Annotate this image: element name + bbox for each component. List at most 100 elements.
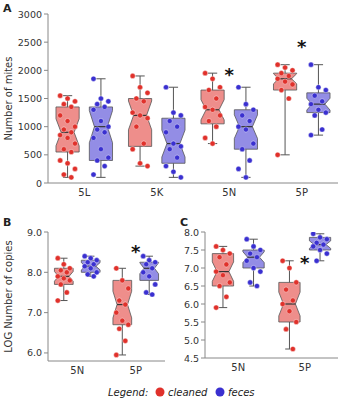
whisker-low: [285, 90, 286, 155]
cap-high: [316, 233, 325, 234]
x-tick-label: 5P: [296, 187, 308, 198]
data-point: [286, 96, 291, 101]
data-point: [251, 244, 256, 249]
data-point: [61, 102, 66, 107]
y-tick-label: 500: [24, 149, 42, 160]
data-point: [171, 169, 176, 174]
data-point: [320, 127, 325, 132]
data-point: [91, 274, 96, 279]
cap-high: [285, 260, 294, 261]
plot-area: [56, 62, 330, 180]
data-point: [58, 93, 63, 98]
panel: C4.55.05.56.06.57.07.58.05N5P*Legend:cle…: [108, 216, 338, 398]
y-tick: [44, 154, 48, 155]
significance-mark: *: [131, 241, 141, 262]
y-tick-label: 6.0: [184, 299, 199, 310]
data-point: [323, 87, 328, 92]
data-point: [147, 274, 152, 279]
y-tick-label: 6.5: [184, 281, 199, 292]
whisker-low: [245, 149, 246, 177]
box: [201, 90, 224, 124]
data-point: [58, 268, 63, 273]
data-point: [279, 87, 284, 92]
x-tick-label: 5N: [222, 187, 236, 198]
x-axis: [48, 361, 165, 362]
y-tick-label: 8.0: [184, 227, 199, 238]
data-point: [82, 254, 87, 259]
cap-high: [241, 87, 250, 88]
x-tick-label: 5N: [231, 362, 245, 373]
cap-low: [60, 300, 67, 301]
data-point: [72, 99, 77, 104]
data-point: [323, 110, 328, 115]
data-point: [290, 82, 295, 87]
data-point: [308, 62, 313, 67]
data-point: [287, 265, 292, 270]
y-tick: [44, 183, 48, 184]
cap-low: [169, 177, 178, 178]
data-point: [294, 319, 299, 324]
data-point: [311, 232, 316, 236]
y-tick: [44, 272, 48, 273]
data-point: [61, 127, 66, 132]
whisker-low: [318, 113, 319, 136]
data-point: [102, 164, 107, 169]
data-point: [130, 73, 135, 78]
data-point: [117, 298, 122, 303]
data-point: [244, 258, 249, 263]
whisker-high: [100, 79, 101, 107]
data-point: [58, 113, 63, 118]
y-axis: [48, 232, 49, 361]
box: [234, 110, 257, 149]
data-point: [72, 141, 77, 146]
data-point: [55, 298, 60, 303]
data-point: [275, 62, 280, 67]
data-point: [279, 71, 284, 76]
data-point: [275, 76, 280, 81]
cap-high: [60, 258, 67, 259]
data-point: [282, 79, 287, 84]
data-point: [251, 107, 256, 112]
data-point: [243, 102, 248, 107]
data-point: [320, 99, 325, 104]
data-point: [254, 255, 259, 260]
y-tick: [44, 98, 48, 99]
y-tick-label: 1500: [18, 93, 42, 104]
data-point: [251, 265, 256, 270]
data-point: [167, 118, 172, 123]
data-point: [114, 266, 119, 271]
y-tick-label: 9.0: [27, 227, 42, 238]
data-point: [65, 118, 70, 123]
data-point: [240, 147, 245, 152]
box: [56, 107, 79, 152]
data-point: [214, 96, 219, 101]
panel-title: B: [3, 216, 11, 229]
data-point: [95, 127, 100, 132]
data-point: [236, 85, 241, 90]
data-point: [144, 290, 149, 295]
box-group: [307, 62, 330, 138]
box: [113, 280, 132, 324]
data-point: [203, 104, 208, 109]
data-point: [123, 338, 128, 343]
data-point: [72, 166, 77, 171]
box: [273, 73, 296, 90]
data-point: [114, 352, 119, 357]
data-point: [312, 93, 317, 98]
y-axis-label: Number of mites: [3, 57, 14, 141]
data-point: [95, 158, 100, 163]
data-point: [102, 104, 107, 109]
data-point: [126, 286, 131, 291]
panel: BLOG Number of copies6.07.08.09.05N5P*: [3, 216, 165, 376]
data-point: [247, 118, 252, 123]
data-point: [244, 237, 249, 242]
data-point: [102, 130, 107, 135]
data-point: [316, 107, 321, 112]
data-point: [214, 269, 219, 274]
cap-low: [280, 154, 289, 155]
y-tick-label: 7.0: [184, 263, 199, 274]
data-point: [137, 113, 142, 118]
data-point: [214, 124, 219, 129]
data-point: [210, 76, 215, 81]
data-point: [247, 158, 252, 163]
